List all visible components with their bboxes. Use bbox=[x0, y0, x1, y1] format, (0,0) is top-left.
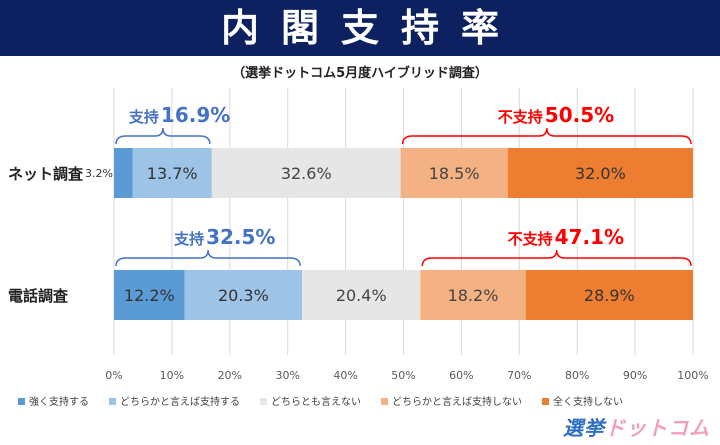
annotation-label: 不支持 bbox=[498, 108, 543, 126]
x-tick-label: 100% bbox=[677, 369, 708, 382]
bar-segment bbox=[184, 270, 303, 320]
legend-label: 全く支持しない bbox=[553, 395, 623, 408]
brand-logo: 選挙ドットコム bbox=[563, 412, 710, 441]
page-title: 内閣支持率 bbox=[220, 6, 521, 50]
legend-label: どちらとも言えない bbox=[271, 395, 361, 408]
data-label: 20.3% bbox=[218, 286, 269, 305]
bar-segment bbox=[114, 148, 133, 198]
data-label: 28.9% bbox=[584, 286, 635, 305]
annotation-value: 32.5% bbox=[206, 225, 275, 249]
annotation-label: 不支持 bbox=[508, 230, 553, 248]
data-label: 18.5% bbox=[429, 164, 480, 183]
annotation-brace bbox=[401, 127, 692, 145]
legend-swatch bbox=[109, 398, 116, 405]
title-bar bbox=[0, 0, 720, 56]
bar-segment bbox=[507, 148, 693, 198]
legend-label: どちらかと言えば支持する bbox=[120, 395, 240, 408]
legend-label: どちらかと言えば支持しない bbox=[392, 395, 522, 408]
annotation-value: 47.1% bbox=[555, 225, 624, 249]
page-subtitle: （選挙ドットコム5月度ハイブリッド調査） bbox=[232, 66, 488, 81]
x-tick-label: 20% bbox=[218, 369, 242, 382]
data-label: 13.7% bbox=[147, 164, 198, 183]
bar-segment bbox=[525, 270, 693, 320]
x-tick-label: 30% bbox=[275, 369, 299, 382]
x-tick-label: 80% bbox=[565, 369, 589, 382]
x-tick-label: 40% bbox=[333, 369, 357, 382]
annotation-value: 50.5% bbox=[545, 103, 614, 127]
data-label: 32.6% bbox=[281, 164, 332, 183]
legend-swatch bbox=[542, 398, 549, 405]
data-label: 32.0% bbox=[575, 164, 626, 183]
bar-segment bbox=[211, 148, 401, 198]
bar-segment bbox=[132, 148, 212, 198]
x-tick-label: 60% bbox=[449, 369, 473, 382]
x-tick-label: 70% bbox=[507, 369, 531, 382]
x-tick-label: 50% bbox=[391, 369, 415, 382]
annotation-brace bbox=[115, 249, 301, 267]
category-label: ネット調査 bbox=[8, 165, 84, 183]
bar-segment bbox=[420, 270, 526, 320]
brand-logo-part1: 選挙 bbox=[563, 416, 605, 440]
legend-swatch bbox=[260, 398, 267, 405]
x-tick-label: 10% bbox=[160, 369, 184, 382]
data-label: 12.2% bbox=[124, 286, 175, 305]
x-tick-label: 0% bbox=[105, 369, 122, 382]
category-label: 電話調査 bbox=[8, 287, 69, 305]
annotation-value: 16.9% bbox=[161, 103, 230, 127]
legend-swatch bbox=[18, 398, 25, 405]
bar-segment bbox=[400, 148, 508, 198]
brand-logo-part2: ドットコム bbox=[605, 416, 710, 440]
legend-label: 強く支持する bbox=[29, 395, 89, 408]
annotation-brace bbox=[421, 249, 692, 267]
annotation-label: 支持 bbox=[128, 108, 159, 126]
legend-swatch bbox=[381, 398, 388, 405]
annotation-brace bbox=[115, 127, 211, 145]
data-label: 20.4% bbox=[336, 286, 387, 305]
bar-segment bbox=[302, 270, 421, 320]
x-tick-label: 90% bbox=[623, 369, 647, 382]
annotation-label: 支持 bbox=[173, 230, 204, 248]
bar-segment bbox=[114, 270, 185, 320]
data-label: 18.2% bbox=[448, 286, 499, 305]
data-label: 3.2% bbox=[85, 167, 113, 180]
